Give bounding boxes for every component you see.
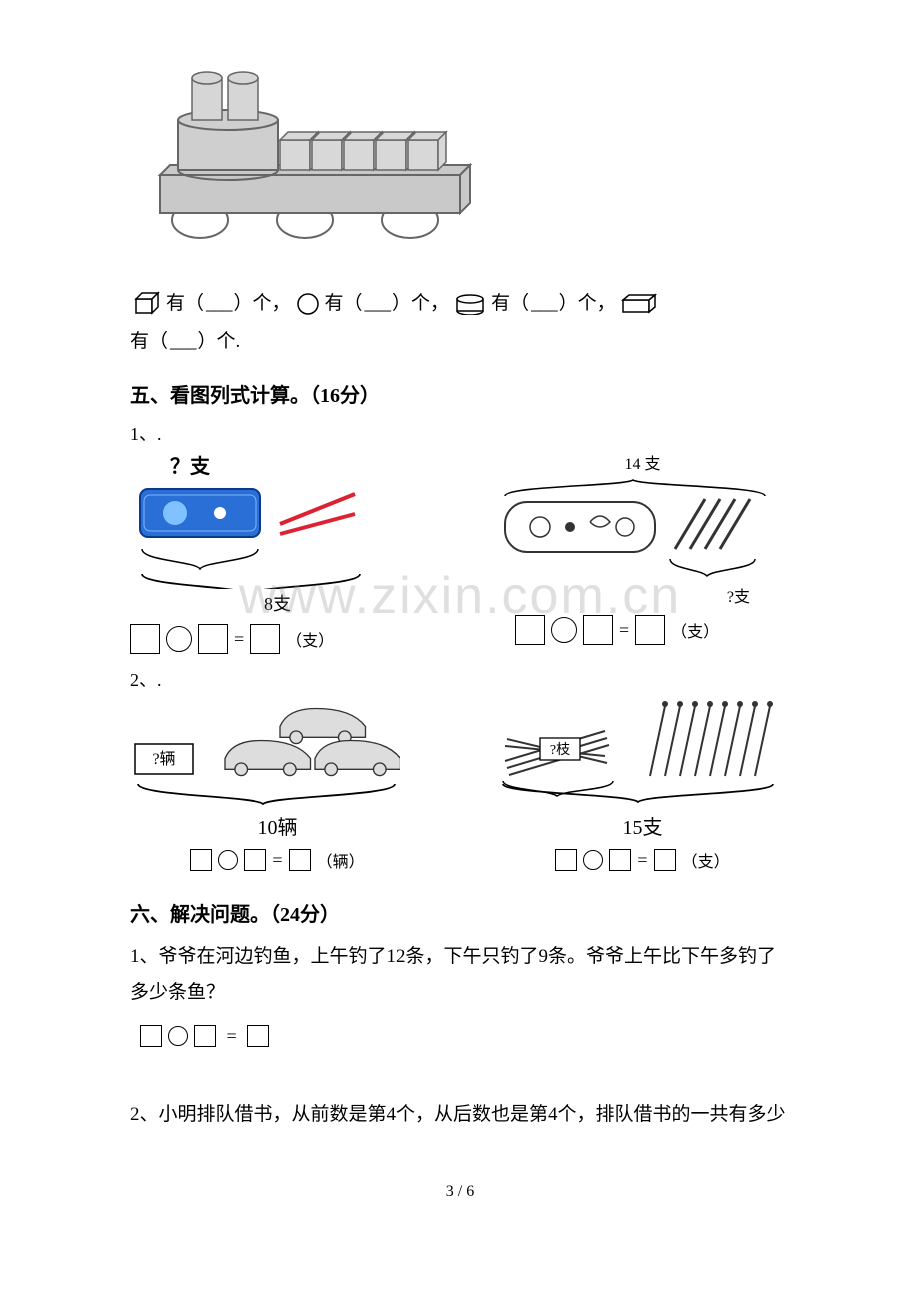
blank-op[interactable] [218, 850, 238, 870]
text: ）个， [234, 285, 291, 323]
blank-box[interactable] [515, 615, 545, 645]
p1l-figure [130, 479, 390, 589]
problem-2-left: ?辆 [130, 696, 425, 872]
shape-count-line: 有（ ___ ）个， 有（ ___ ）个， 有（ ___ ）个， [130, 285, 790, 323]
cuboid-icon [620, 293, 658, 315]
blank-op[interactable] [583, 850, 603, 870]
text: 有（ [166, 285, 204, 323]
section5-title: 五、看图列式计算。（16分） [130, 379, 790, 408]
p2r-bottom: 15支 [495, 811, 790, 840]
p1r-top: 14 支 [495, 450, 790, 474]
p2l-bottom: 10辆 [130, 811, 425, 840]
p1r-figure [495, 474, 775, 584]
problem-2-right: ?枝 15 [495, 696, 790, 872]
blank-op[interactable] [551, 617, 577, 643]
p2r-figure: ?枝 [495, 696, 775, 806]
p1r-bottom: ?支 [495, 583, 790, 607]
blank-box[interactable] [583, 615, 613, 645]
blank[interactable]: ___ [206, 285, 232, 323]
svg-text:?枝: ?枝 [550, 742, 570, 758]
cylinder-icon [453, 293, 487, 315]
blank-box[interactable] [244, 849, 266, 871]
unit: （辆） [317, 848, 365, 872]
blank-box[interactable] [247, 1025, 269, 1047]
blank-box[interactable] [609, 849, 631, 871]
p1r-equation: = （支） [515, 615, 790, 645]
text: ）个， [559, 285, 616, 323]
text: 有（ [325, 285, 363, 323]
unit: （支） [286, 627, 334, 651]
unit: （支） [682, 848, 730, 872]
p1l-equation: = （支） [130, 624, 425, 654]
blank-box[interactable] [194, 1025, 216, 1047]
p2l-equation: = （辆） [130, 848, 425, 872]
text: ）个. [198, 323, 241, 361]
unit: （支） [671, 618, 719, 642]
shape-count-line-2: 有（ ___ ）个. [130, 323, 790, 361]
q1-label: 1、. [130, 420, 790, 446]
blank[interactable]: ___ [170, 323, 196, 361]
blank-op[interactable] [168, 1026, 188, 1046]
s6q1-equation: = [140, 1025, 790, 1047]
text: 有（ [491, 285, 529, 323]
blank-box[interactable] [635, 615, 665, 645]
problem-1-left: ？支 8支 = （支） [130, 450, 425, 654]
q2-label: 2、. [130, 666, 790, 692]
blank-box[interactable] [198, 624, 228, 654]
text: ）个， [392, 285, 449, 323]
section6-title: 六、解决问题。（24分） [130, 898, 790, 927]
p2l-figure: ?辆 [130, 696, 400, 806]
p2r-equation: = （支） [495, 848, 790, 872]
blank-box[interactable] [555, 849, 577, 871]
p1l-top: ？支 [170, 450, 425, 479]
cube-icon [132, 291, 162, 317]
circle-icon [295, 291, 321, 317]
blank[interactable]: ___ [365, 285, 391, 323]
blank-box[interactable] [190, 849, 212, 871]
p1l-bottom: 8支 [130, 590, 425, 616]
blank-box[interactable] [289, 849, 311, 871]
page-number: 3 / 6 [130, 1183, 790, 1201]
blank-box[interactable] [130, 624, 160, 654]
blank-box[interactable] [140, 1025, 162, 1047]
section6-q2: 2、小明排队借书，从前数是第4个，从后数也是第4个，排队借书的一共有多少 [130, 1097, 790, 1133]
section6-q1: 1、爷爷在河边钓鱼，上午钓了12条，下午只钓了9条。爷爷上午比下午多钓了多少条鱼… [130, 939, 790, 1011]
blank-box[interactable] [250, 624, 280, 654]
blank[interactable]: ___ [531, 285, 557, 323]
blank-op[interactable] [166, 626, 192, 652]
blank-box[interactable] [654, 849, 676, 871]
text: 有（ [130, 323, 168, 361]
ship-shapes-figure [130, 60, 490, 240]
svg-text:?辆: ?辆 [152, 750, 175, 768]
problem-1-right: 14 支 ?支 [495, 450, 790, 654]
